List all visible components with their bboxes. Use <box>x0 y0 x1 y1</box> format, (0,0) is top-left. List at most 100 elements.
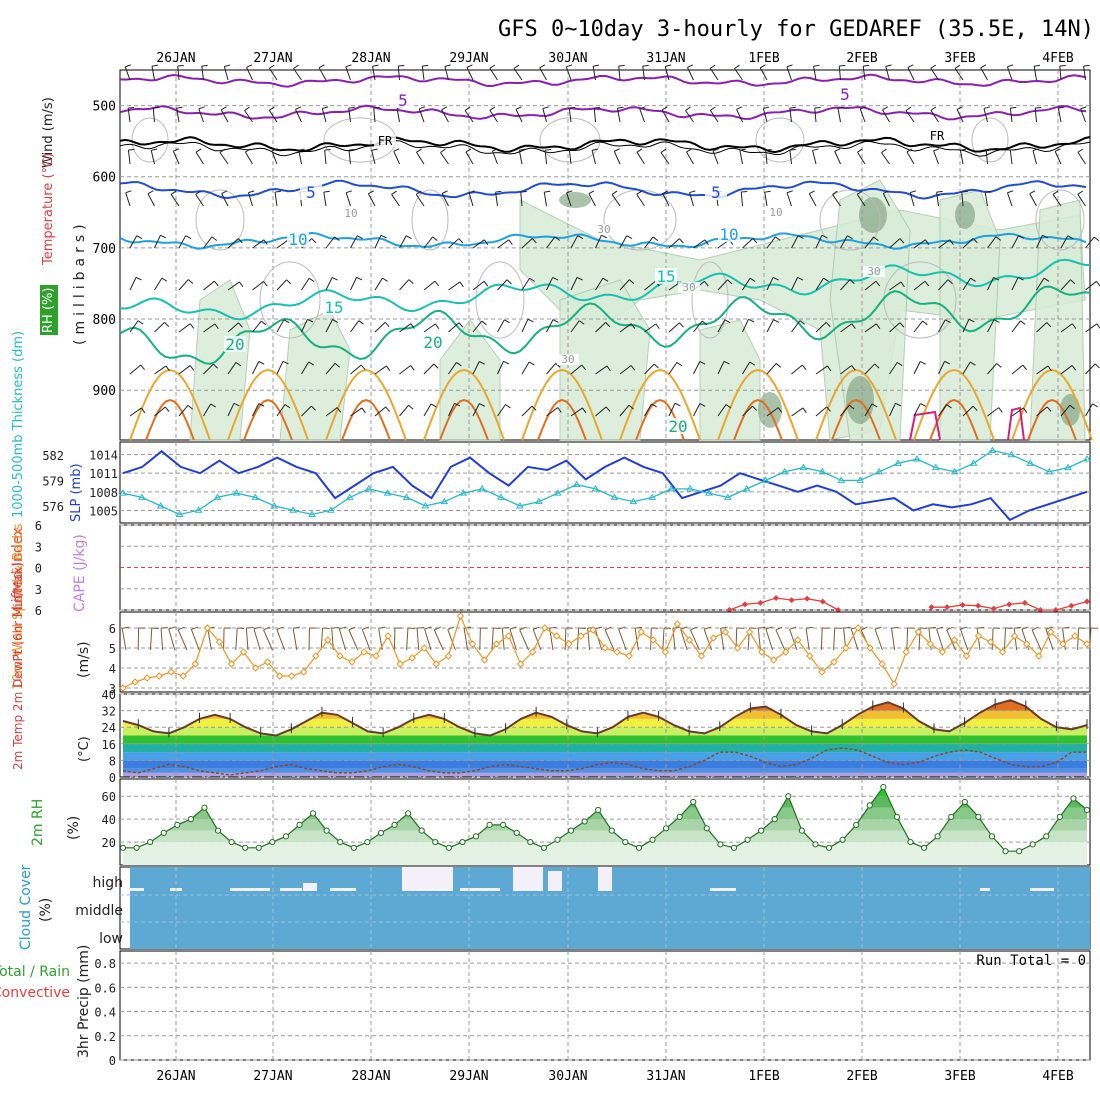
wind-barb-flag <box>679 322 684 328</box>
wind10-marker <box>950 636 959 644</box>
wind-barb-flag <box>874 363 880 369</box>
wind-barb-flag <box>410 365 415 371</box>
wind-barb <box>546 407 558 417</box>
wind-barb <box>962 277 971 291</box>
wind-barb <box>815 406 827 417</box>
wind-barb-flag <box>873 236 879 242</box>
wind-barb <box>693 361 701 375</box>
wind-barb-flag <box>263 239 268 245</box>
slp-tick: 1011 <box>89 467 118 481</box>
wind-barb-flag <box>687 64 694 68</box>
wind10-barb <box>121 628 127 651</box>
rh-band <box>123 819 1087 831</box>
wind-barb-flag <box>440 148 446 153</box>
isotherm-30 <box>243 398 293 441</box>
isotherm-30 <box>439 398 489 441</box>
thickness-marker <box>289 506 298 513</box>
wind-barb <box>786 192 792 207</box>
wind-barb <box>980 67 988 81</box>
wind-barb <box>812 150 817 165</box>
wind10-marker <box>794 636 802 644</box>
wind-barb <box>521 361 530 375</box>
wind10-barb-flag <box>891 626 899 629</box>
wind-barb-flag <box>1052 190 1059 195</box>
wind-barb <box>423 236 433 249</box>
rh-marker <box>662 825 670 832</box>
wind-barb <box>938 239 951 249</box>
wind-barb-flag <box>856 190 863 195</box>
wind-barb <box>448 322 460 333</box>
contour-label-bg <box>593 224 615 235</box>
contour-label: 10 <box>719 225 738 244</box>
wind-barb-flag <box>345 64 352 68</box>
cloud-gaps <box>130 867 1054 891</box>
wind10-marker <box>1071 632 1079 640</box>
wind-barb <box>350 277 358 291</box>
wind-barb <box>201 66 204 81</box>
wind-barb <box>954 68 964 81</box>
wind-barb-flag <box>245 148 251 153</box>
isotherm-15 <box>119 258 1091 321</box>
wind-barb <box>693 320 703 333</box>
wind10-barb <box>463 628 469 651</box>
thickness-marker <box>761 476 770 483</box>
wind-barb <box>1077 151 1086 165</box>
wind-barb-flag <box>642 64 649 67</box>
wind-barb <box>440 152 449 165</box>
rh-marker <box>269 838 276 846</box>
wind-barb <box>423 403 432 417</box>
wind10-barb-flag <box>339 626 347 630</box>
rh-marker <box>201 804 208 811</box>
wind-barb-flag <box>489 64 496 69</box>
rh-marker <box>119 844 127 851</box>
upper-ytick: 500 <box>93 100 116 115</box>
wind-barb <box>815 277 824 291</box>
wind10-marker <box>203 624 212 632</box>
wind10-barb-flag <box>672 626 680 629</box>
wind10-barb <box>245 628 249 651</box>
rh-marker <box>296 821 303 828</box>
wind10-barb <box>532 629 542 651</box>
wind10-marker <box>757 648 766 656</box>
rh-marker <box>595 806 602 814</box>
wind10-barb-flag <box>843 626 851 629</box>
wind-barb <box>592 66 596 81</box>
wind-barb-flag <box>371 148 378 151</box>
cloud-gap <box>460 888 500 891</box>
wind-barb-flag <box>834 148 841 152</box>
wind-barb-flag <box>336 407 342 413</box>
wind-barb <box>1054 151 1062 165</box>
wind-barb-flag <box>422 64 429 67</box>
wind-barb <box>301 361 310 375</box>
wind10-marker <box>516 660 525 668</box>
wind-barb <box>636 194 645 207</box>
rh-marker <box>948 813 955 820</box>
thickness-marker <box>799 463 808 471</box>
thickness-marker <box>988 446 997 454</box>
wind-barb <box>497 404 506 417</box>
wind10-barb <box>720 628 725 651</box>
wind-barb-flag <box>380 234 387 239</box>
wind-barb-flag <box>851 323 856 329</box>
wind-barb-flag <box>430 403 437 408</box>
isotherm-30 <box>1027 398 1077 441</box>
wind10-barb <box>1077 627 1080 651</box>
wind10-marker <box>613 648 621 656</box>
wind10-barb <box>160 628 164 651</box>
wind-barb-flag <box>311 405 316 411</box>
wind-barb-flag <box>752 405 758 411</box>
wind-barb <box>198 108 204 123</box>
wind-barb <box>734 68 743 81</box>
wind10-marker <box>1047 628 1055 636</box>
wind-barb-flag <box>466 64 473 68</box>
temp-tick: 8 <box>109 754 116 768</box>
contour-label-bg <box>374 135 396 147</box>
upper-label-wind: Wind (m/s) <box>41 97 56 168</box>
wind-barb-flag <box>238 322 243 328</box>
slp-tick: 1014 <box>89 448 118 462</box>
wind-barb <box>668 322 680 333</box>
wind-barb-flag <box>356 276 363 281</box>
wind-barb <box>933 150 939 165</box>
wind10-barb <box>361 629 371 651</box>
wind10-marker <box>1083 640 1091 648</box>
